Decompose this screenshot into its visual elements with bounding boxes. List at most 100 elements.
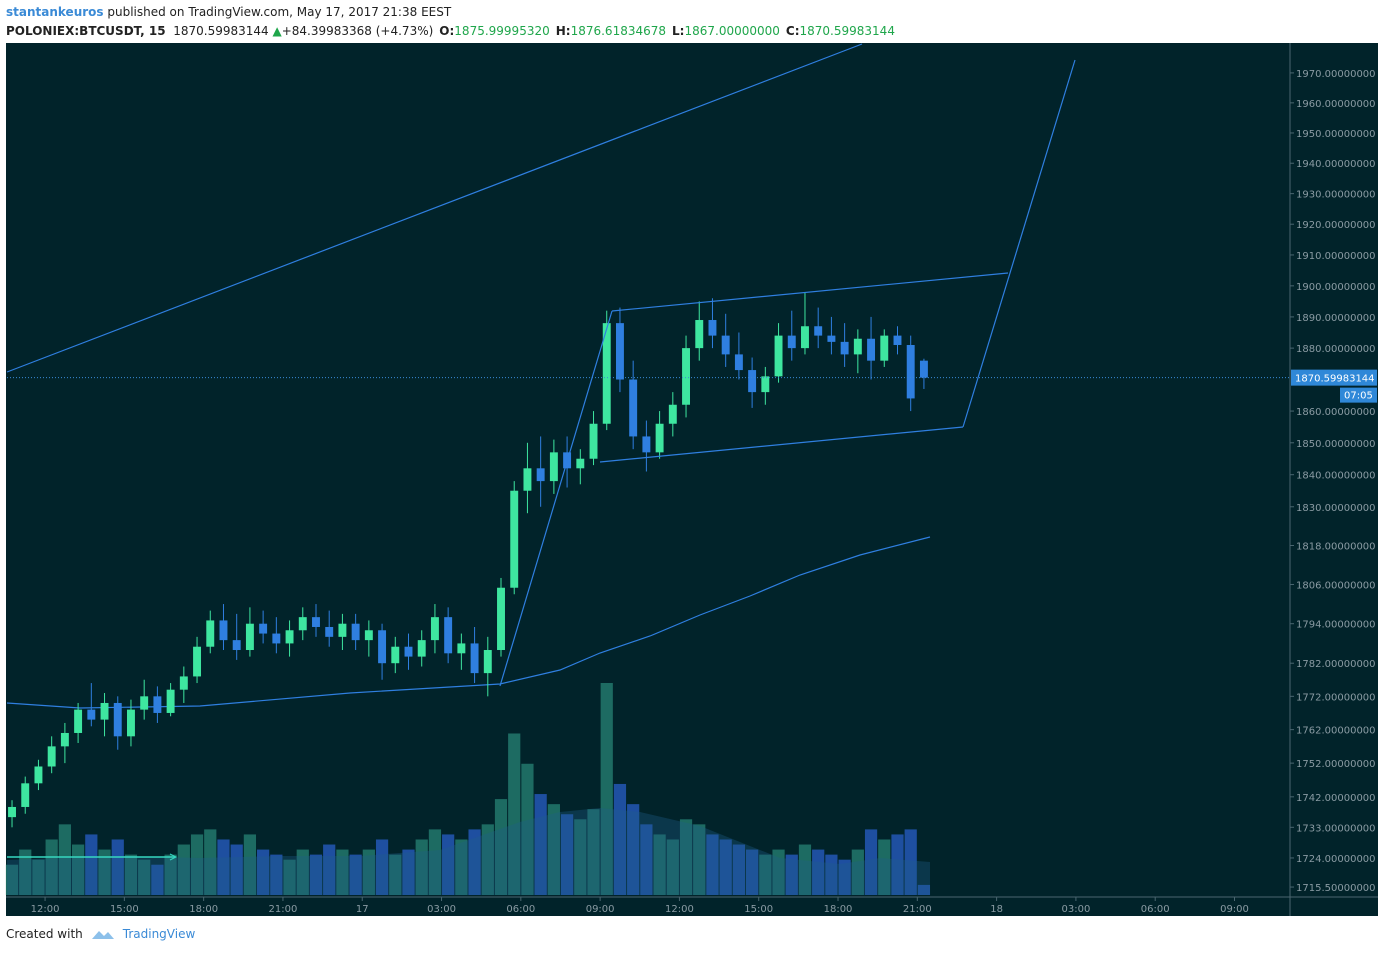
y-tick-label: 1794.00000000: [1296, 620, 1376, 631]
trend-line: [499, 310, 613, 687]
brand-link[interactable]: TradingView: [122, 927, 196, 941]
x-tick-label: 15:00: [110, 904, 139, 915]
volume-bar: [19, 849, 32, 895]
high-label: H:: [555, 24, 571, 38]
volume-bar: [917, 884, 931, 895]
candle-body: [919, 360, 928, 378]
candle-body: [708, 320, 717, 336]
volume-bar: [402, 849, 415, 895]
candle-body: [668, 404, 677, 424]
candle-body: [351, 623, 360, 641]
open-label: O:: [439, 24, 455, 38]
chart: 1715.50000000 1724.00000000 1733.00000000 1…: [5, 43, 1378, 916]
channel-bottom: [599, 426, 964, 463]
candle-body: [602, 323, 611, 424]
y-tick-label: 1742.00000000: [1296, 793, 1376, 804]
y-tick-label: 1840.00000000: [1296, 471, 1376, 482]
candle-body: [523, 468, 532, 491]
y-tick-label: 1772.00000000: [1296, 692, 1376, 703]
y-tick-label: 1970.00000000: [1296, 69, 1376, 80]
volume-bar: [164, 854, 177, 895]
volume-bar: [481, 824, 494, 895]
volume-bar: [85, 834, 98, 895]
volume-bar: [679, 819, 693, 895]
candle-body: [682, 348, 690, 405]
volume-bar: [217, 839, 230, 895]
y-tick-label: 1715.50000000: [1296, 883, 1376, 894]
volume-bar: [653, 834, 666, 895]
volume-bar: [58, 824, 71, 895]
candle-body: [74, 709, 83, 733]
x-tick-label: 21:00: [269, 904, 298, 915]
x-tick-label: 06:00: [1141, 904, 1170, 915]
y-tick-label: 1960.00000000: [1296, 99, 1376, 110]
arrow-head: [169, 853, 178, 861]
y-tick-label: 1782.00000000: [1296, 659, 1376, 670]
volume-bar: [257, 849, 270, 895]
volume-bar: [349, 854, 362, 895]
candle-body: [853, 338, 862, 355]
brand-logo: [91, 931, 114, 939]
volume-bar: [494, 799, 508, 895]
candle-body: [880, 335, 889, 361]
candle-body: [325, 626, 334, 637]
candle-body: [245, 623, 254, 651]
candle-body: [219, 620, 228, 641]
candle-body: [748, 370, 757, 393]
volume-bar: [587, 809, 600, 895]
candle-body: [21, 783, 30, 807]
candle-body: [510, 490, 519, 588]
candle-body: [232, 640, 241, 651]
countdown-label: 07:05: [1344, 391, 1373, 402]
projection-line: [962, 59, 1076, 428]
candle-body: [867, 338, 876, 361]
x-tick-label: 18: [990, 904, 1003, 915]
volume-bar: [5, 864, 19, 895]
volume-bar: [230, 844, 243, 895]
y-tick-label: 1752.00000000: [1296, 759, 1376, 770]
candle-body: [338, 623, 347, 637]
candle-body: [87, 709, 96, 720]
volume-bar: [204, 829, 217, 895]
volume-bar: [759, 854, 772, 895]
x-tick-label: 12:00: [665, 904, 694, 915]
volume-bar: [878, 839, 891, 895]
countdown-tag: [1340, 387, 1377, 403]
volume-bar: [442, 834, 455, 895]
x-tick-label: 15:00: [744, 904, 773, 915]
volume-bar: [138, 859, 151, 895]
candle-body: [47, 746, 56, 767]
candle-body: [430, 617, 439, 641]
candle-body: [193, 646, 202, 677]
y-tick-label: 1818.00000000: [1296, 541, 1376, 552]
author-link[interactable]: stantankeuros: [6, 5, 104, 19]
symbol-line: POLONIEX:BTCUSDT, 15 1870.59983144 ▲+84.…: [6, 22, 895, 41]
candle-body: [140, 696, 149, 710]
volume-bar: [547, 804, 560, 895]
candle-body: [100, 702, 109, 720]
trend-drawings: [6, 43, 1076, 687]
candle-body: [272, 633, 281, 644]
symbol: POLONIEX:BTCUSDT, 15: [6, 24, 166, 38]
logo-shape: [91, 931, 114, 939]
volume-bar: [904, 829, 917, 895]
volume-bar: [640, 824, 653, 895]
volume-bar: [838, 859, 851, 895]
candle-body: [801, 326, 809, 349]
volume-bar: [864, 829, 878, 895]
volume-bar: [323, 844, 336, 895]
y-tick-label: 1762.00000000: [1296, 726, 1376, 737]
volume-bar: [428, 829, 442, 895]
candle-body: [417, 640, 426, 657]
candle-body: [298, 617, 307, 631]
x-tick-label: 17: [356, 904, 369, 915]
volume-bar: [560, 814, 574, 895]
volume-bar: [798, 844, 812, 895]
candle-body: [536, 468, 545, 482]
last-price-tag: [1291, 369, 1377, 386]
volume-bar: [190, 834, 204, 895]
high-value: 1876.61834678: [570, 24, 667, 38]
x-tick-label: 12:00: [31, 904, 60, 915]
volume-bar: [600, 683, 613, 895]
close-value: 1870.59983144: [799, 24, 895, 38]
